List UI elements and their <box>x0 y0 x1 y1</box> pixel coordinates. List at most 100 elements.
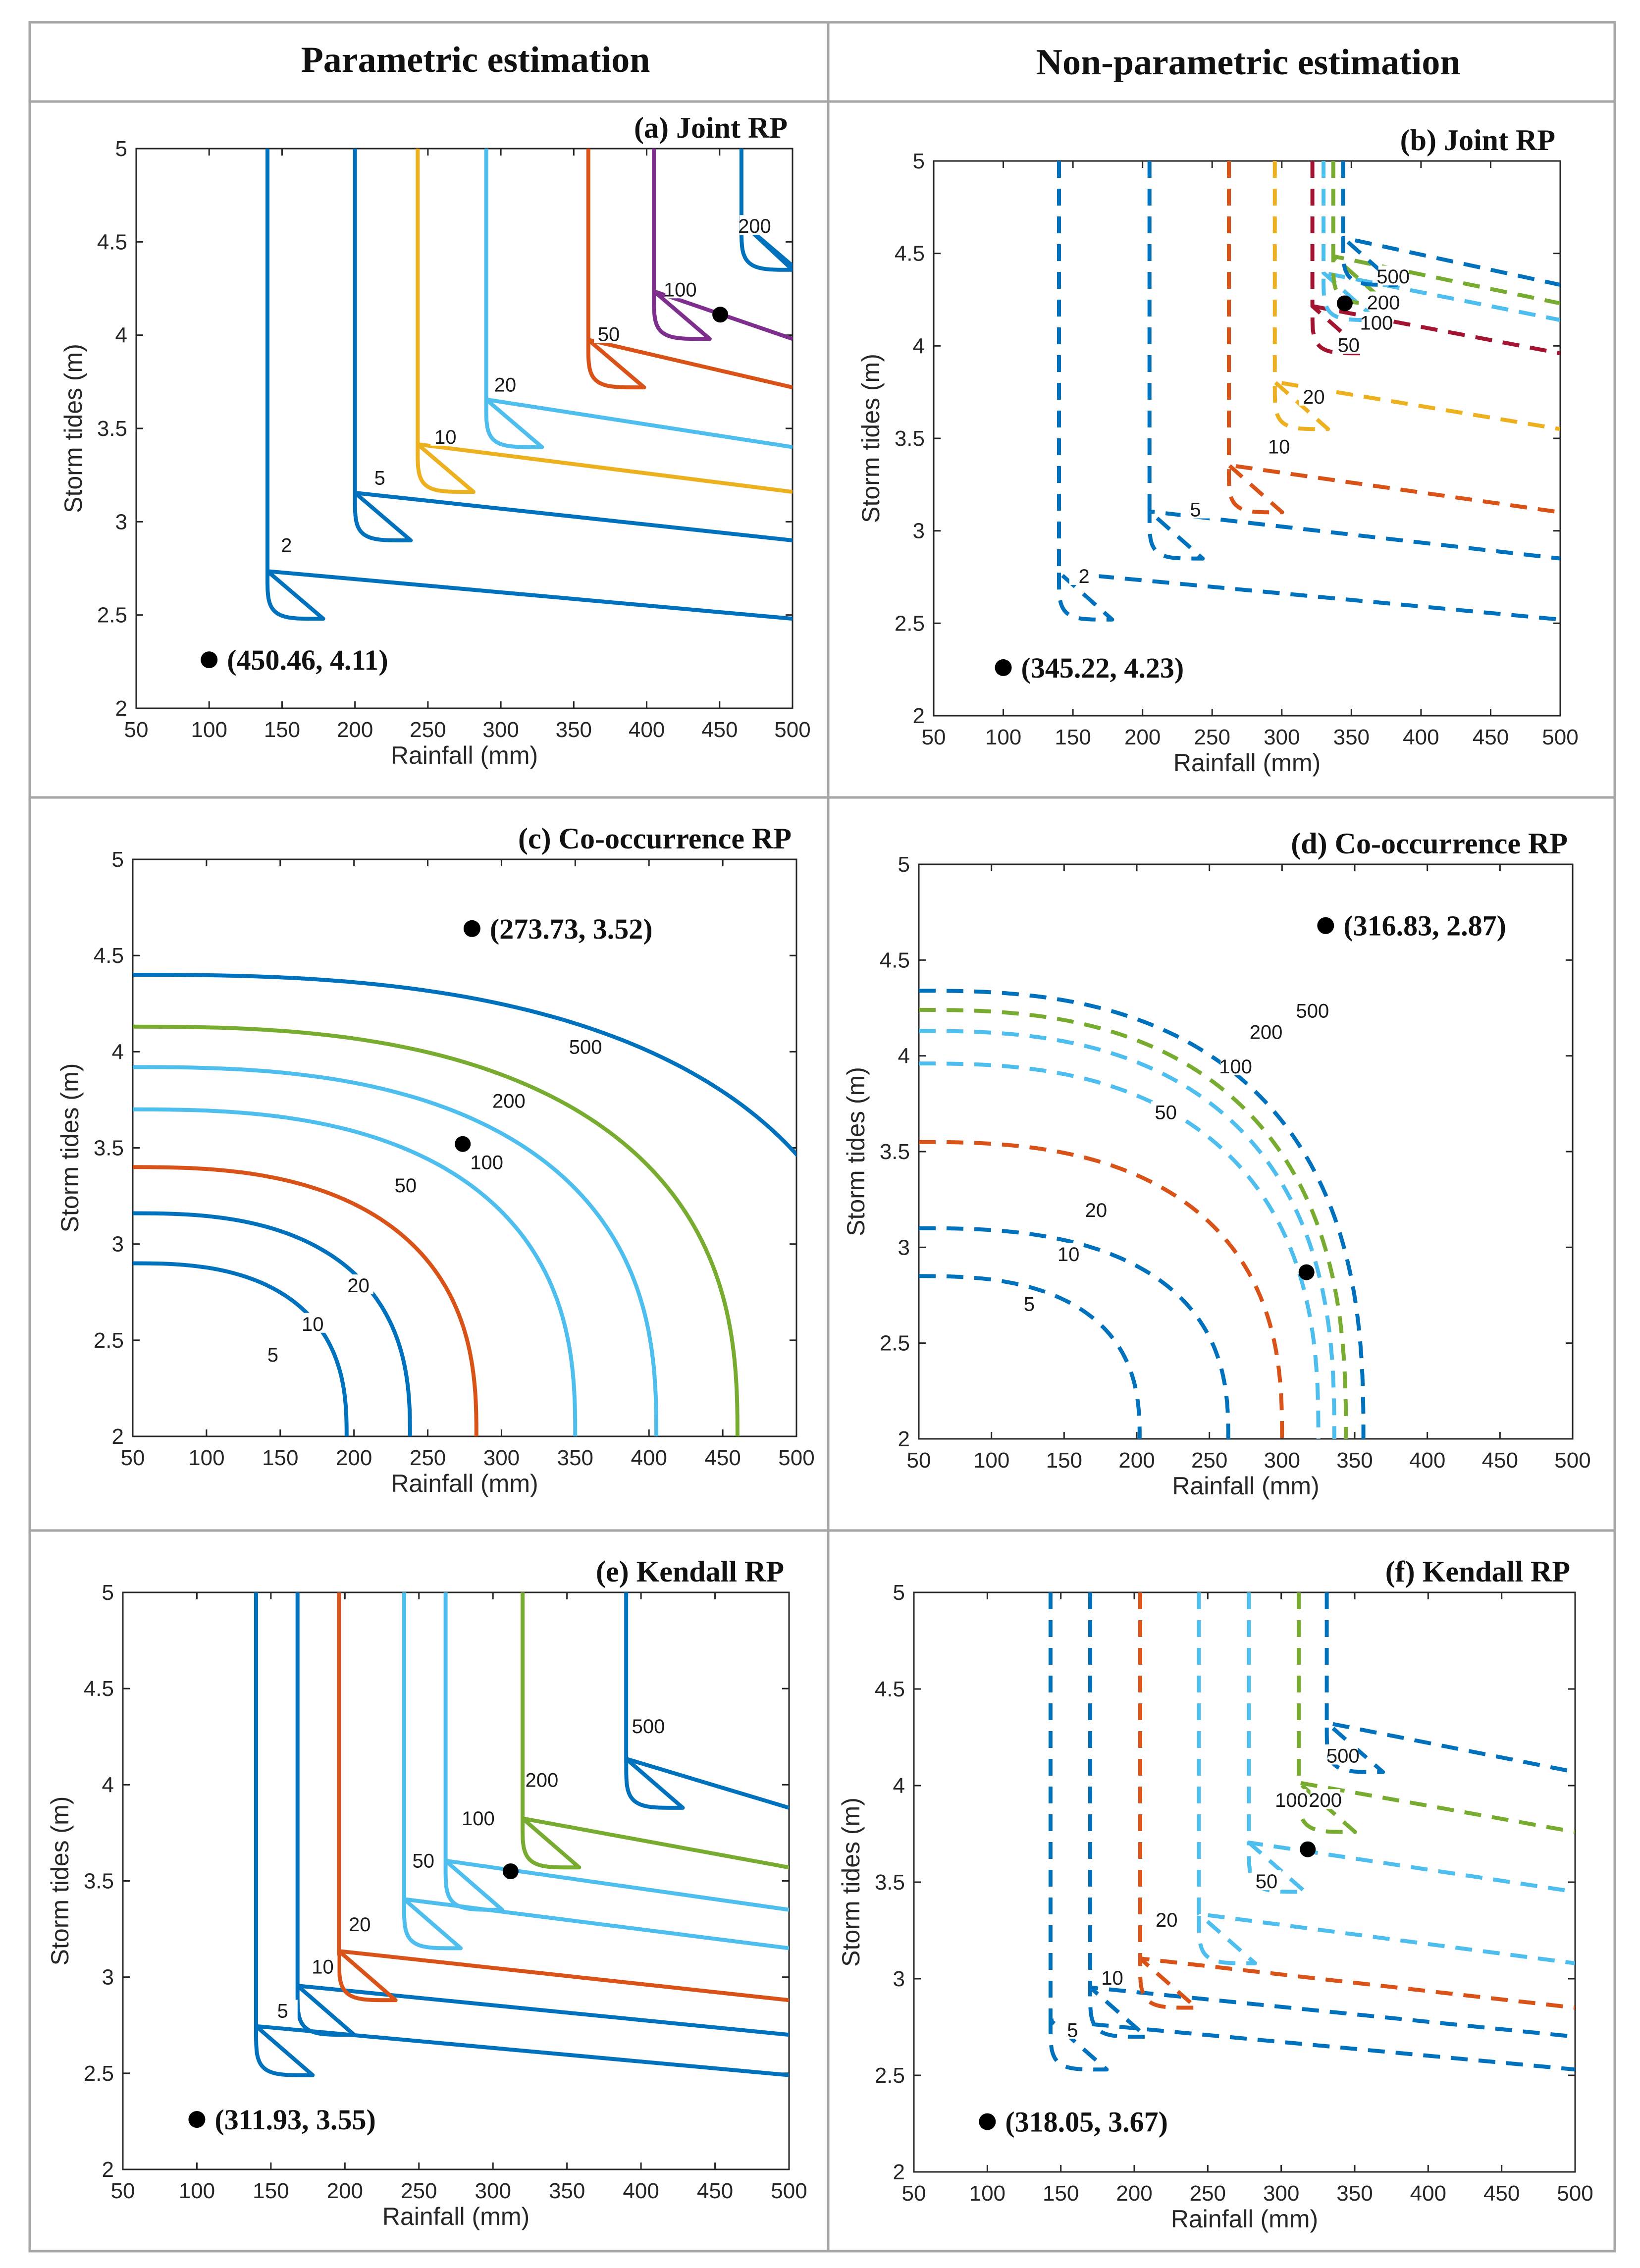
contour-label-2: 2 <box>1078 566 1089 587</box>
contour-line-500 <box>624 1592 789 1810</box>
contour-label-bg <box>365 467 395 487</box>
contour-line-20 <box>133 1165 478 1436</box>
x-tick-label: 150 <box>1043 2181 1079 2206</box>
contour-line-5 <box>353 149 793 542</box>
panel-f: 50 100 150 200 250 300 350 400 450 500 2 2.5 3 3.5 4 4.… <box>837 1555 1593 2233</box>
x-tick-label: 350 <box>557 1446 593 1470</box>
y-tick-label: 2.5 <box>84 2061 114 2086</box>
y-axis-label: Storm tides (m) <box>56 1063 84 1233</box>
y-tick-label: 2 <box>115 696 127 721</box>
contour-label-500: 500 <box>1326 1745 1360 1767</box>
y-tick-label: 4 <box>115 323 127 348</box>
annotation-marker <box>995 659 1012 676</box>
x-tick-label: 250 <box>1191 1448 1227 1473</box>
contour-label-bg <box>527 1769 557 1789</box>
contour-label-bg <box>665 278 695 299</box>
x-tick-label: 250 <box>410 718 446 742</box>
contour-label-bg <box>271 534 302 554</box>
contour-line-500 <box>919 989 1366 1439</box>
contour-label-500: 500 <box>632 1716 665 1738</box>
x-tick-label: 450 <box>1482 1448 1518 1473</box>
contour-line-20 <box>337 1592 789 2003</box>
contour-label-100: 100 <box>1360 313 1393 334</box>
x-tick-label: 200 <box>327 2179 363 2203</box>
panel-b: 50 100 150 200 250 300 350 400 450 50022.533.544.… <box>857 124 1579 777</box>
x-tick-label: 300 <box>1263 2181 1299 2206</box>
contour-line-200 <box>521 1592 789 1870</box>
x-tick-label: 400 <box>1409 1448 1445 1473</box>
x-axis-label: Rainfall (mm) <box>391 1470 538 1497</box>
y-tick-label: 3 <box>898 1235 910 1260</box>
contour-label-10: 10 <box>1101 1967 1123 1989</box>
x-tick-label: 300 <box>483 1446 520 1470</box>
contour-line-5 <box>1048 1592 1575 2072</box>
contour-label-100: 100 <box>1219 1056 1252 1078</box>
x-tick-label: 50 <box>902 2181 926 2206</box>
contour-label-bg <box>740 215 770 235</box>
contour-line-100 <box>919 1029 1336 1439</box>
contour-line-200 <box>1331 161 1560 306</box>
highlight-point <box>502 1863 519 1880</box>
point-annotation: (345.22, 4.23) <box>1021 652 1184 684</box>
contour-label-10: 10 <box>302 1314 324 1335</box>
contour-label-20: 20 <box>1303 386 1325 408</box>
x-tick-label: 450 <box>1473 725 1509 749</box>
x-tick-label: 350 <box>1333 725 1370 749</box>
x-tick-label: 100 <box>188 1446 224 1470</box>
contour-line-100 <box>133 1065 659 1436</box>
contour-line-500 <box>1324 1592 1575 1774</box>
x-tick-label: 400 <box>629 718 665 742</box>
highlight-point <box>1336 295 1353 312</box>
plot-area <box>918 863 1574 1440</box>
y-tick-label: 2.5 <box>94 1328 124 1353</box>
contour-label-bg <box>571 1036 601 1056</box>
x-tick-label: 250 <box>410 1446 446 1470</box>
point-annotation: (311.93, 3.55) <box>214 2104 375 2136</box>
contour-line-200 <box>739 149 793 272</box>
contour-line-50 <box>1310 161 1560 356</box>
y-tick-label: 3.5 <box>875 1870 905 1895</box>
y-tick-label: 3 <box>112 1232 124 1257</box>
y-tick-label: 5 <box>898 852 910 877</box>
y-tick-label: 4.5 <box>875 1677 905 1701</box>
contour-line-10 <box>1227 161 1560 515</box>
contour-line-5 <box>133 1261 349 1436</box>
y-tick-label: 4 <box>102 1773 114 1797</box>
contour-label-100: 100 <box>1275 1790 1308 1811</box>
panel-title: (f) Kendall RP <box>1385 1555 1570 1588</box>
contour-label-500: 500 <box>1296 1001 1329 1022</box>
contour-group <box>919 989 1366 1439</box>
contour-label-20: 20 <box>1085 1200 1108 1221</box>
annotation-marker <box>463 920 480 937</box>
contour-line-50 <box>586 149 793 390</box>
x-tick-label: 400 <box>1410 2181 1446 2206</box>
contour-label-100: 100 <box>462 1808 495 1830</box>
contour-label-bg <box>1297 1000 1327 1020</box>
x-tick-label: 50 <box>907 1448 931 1473</box>
contour-label-20: 20 <box>494 374 517 396</box>
x-tick-label: 300 <box>475 2179 511 2203</box>
contour-label-bg <box>1251 1021 1281 1041</box>
y-tick-label: 5 <box>913 149 925 173</box>
contour-line-50 <box>402 1592 789 1951</box>
x-axis-label: Rainfall (mm) <box>382 2203 529 2230</box>
x-tick-label: 150 <box>264 718 300 742</box>
y-tick-label: 3 <box>115 510 127 534</box>
contour-label-200: 200 <box>1367 292 1400 314</box>
annotation-marker <box>188 2111 206 2128</box>
x-axis-label: Rainfall (mm) <box>1172 1472 1319 1500</box>
x-tick-label: 100 <box>179 2179 215 2203</box>
contour-line-5 <box>254 1592 789 2077</box>
contour-label-bg <box>1328 1744 1358 1765</box>
x-axis-label: Rainfall (mm) <box>1171 2205 1318 2233</box>
contour-label-bg <box>472 1151 502 1171</box>
contour-label-500: 500 <box>569 1037 602 1058</box>
contour-label-5: 5 <box>374 468 385 489</box>
contour-label-500: 500 <box>1376 266 1410 288</box>
contour-label-5: 5 <box>277 2001 288 2022</box>
contour-label-bg <box>1368 291 1398 312</box>
contour-label-bg <box>1333 334 1364 354</box>
x-tick-label: 350 <box>549 2179 585 2203</box>
contour-label-bg <box>494 1090 524 1110</box>
x-tick-label: 450 <box>704 1446 741 1470</box>
